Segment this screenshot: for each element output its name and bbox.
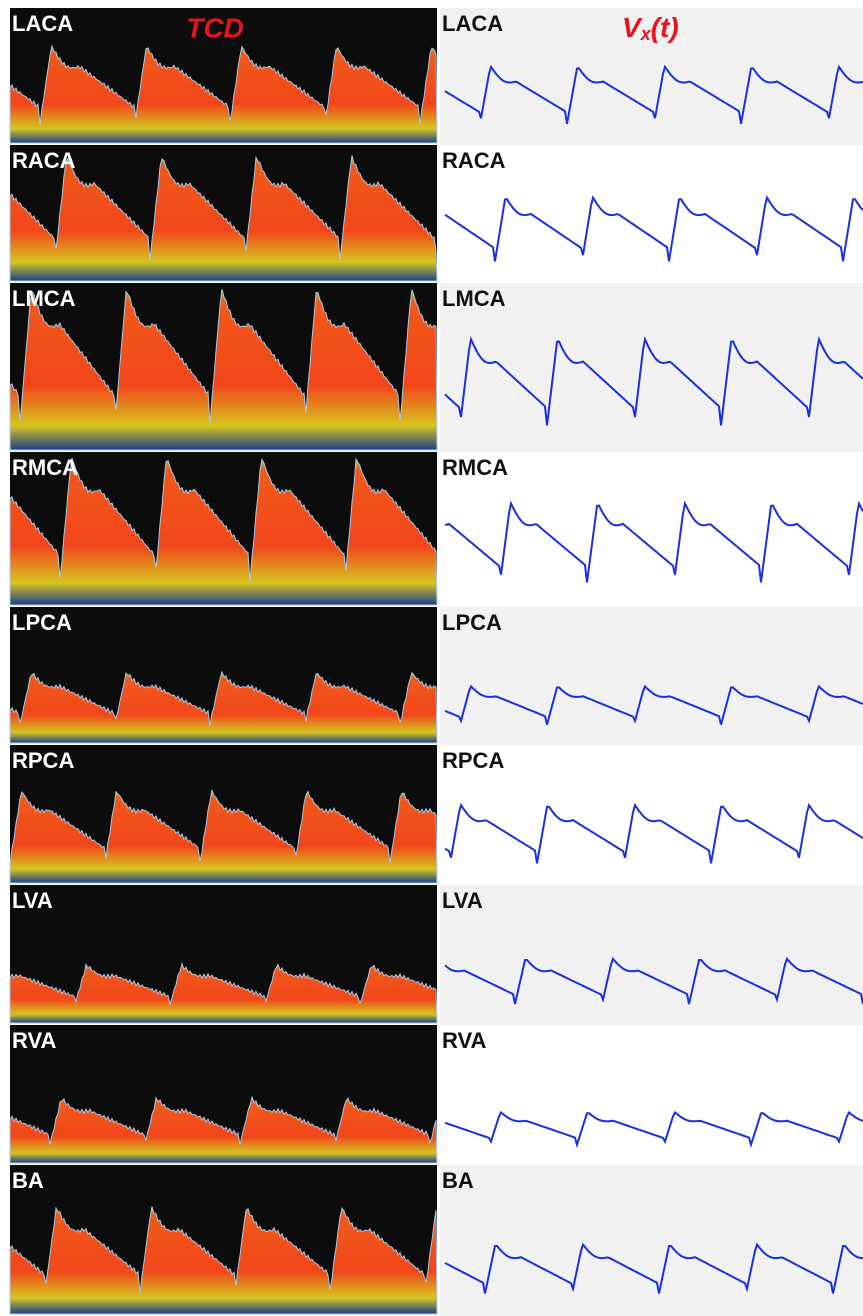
wave-bg <box>440 607 863 745</box>
spectrogram <box>9 961 438 1024</box>
row-label: LACA <box>12 11 73 36</box>
header-main: V <box>622 12 643 43</box>
row-label: RPCA <box>12 748 74 773</box>
row-label: LACA <box>442 11 503 36</box>
row-label: RACA <box>442 148 506 173</box>
header-rest: (t) <box>651 12 679 43</box>
wave-bg <box>440 885 863 1025</box>
row-label: RMCA <box>12 455 78 480</box>
waveform <box>444 1242 863 1294</box>
spectrogram <box>9 44 438 144</box>
spectrogram <box>9 1095 438 1164</box>
wave-bg <box>440 283 863 452</box>
waveform <box>444 1110 863 1149</box>
row-label: LPCA <box>442 610 502 635</box>
wave-bg <box>440 1165 863 1316</box>
right-header: Vx(t) <box>622 12 679 43</box>
waveform <box>444 956 863 1005</box>
left-header: TCD <box>186 12 244 43</box>
wave-bg <box>440 452 863 607</box>
spectrogram <box>9 789 438 884</box>
row-label: LMCA <box>12 286 76 311</box>
row-label: LVA <box>12 888 53 913</box>
row-label: RPCA <box>442 748 504 773</box>
row-label: RVA <box>442 1028 487 1053</box>
waveform <box>444 64 863 124</box>
header-sub: x <box>640 24 652 44</box>
row-label: RVA <box>12 1028 57 1053</box>
wave-bg <box>440 745 863 885</box>
row-label: BA <box>442 1168 474 1193</box>
spectrogram <box>9 457 438 606</box>
row-label: LMCA <box>442 286 506 311</box>
spectrogram <box>9 670 438 744</box>
row-label: RACA <box>12 148 76 173</box>
wave-bg <box>440 8 863 145</box>
waveform <box>444 684 863 725</box>
waveform <box>444 335 863 426</box>
row-label: LVA <box>442 888 483 913</box>
row-label: BA <box>12 1168 44 1193</box>
waveform <box>444 195 863 262</box>
waveform <box>444 802 863 864</box>
waveform <box>444 500 863 583</box>
panels: LACA LACA RACA RACA LMCA LMCA RMCA RMCA LPCA LPCA… <box>9 8 863 1316</box>
wave-bg <box>440 1025 863 1165</box>
spectrogram <box>9 288 438 451</box>
spectrogram <box>9 1206 438 1315</box>
spectrogram <box>9 155 438 282</box>
row-label: RMCA <box>442 455 508 480</box>
row-label: LPCA <box>12 610 72 635</box>
